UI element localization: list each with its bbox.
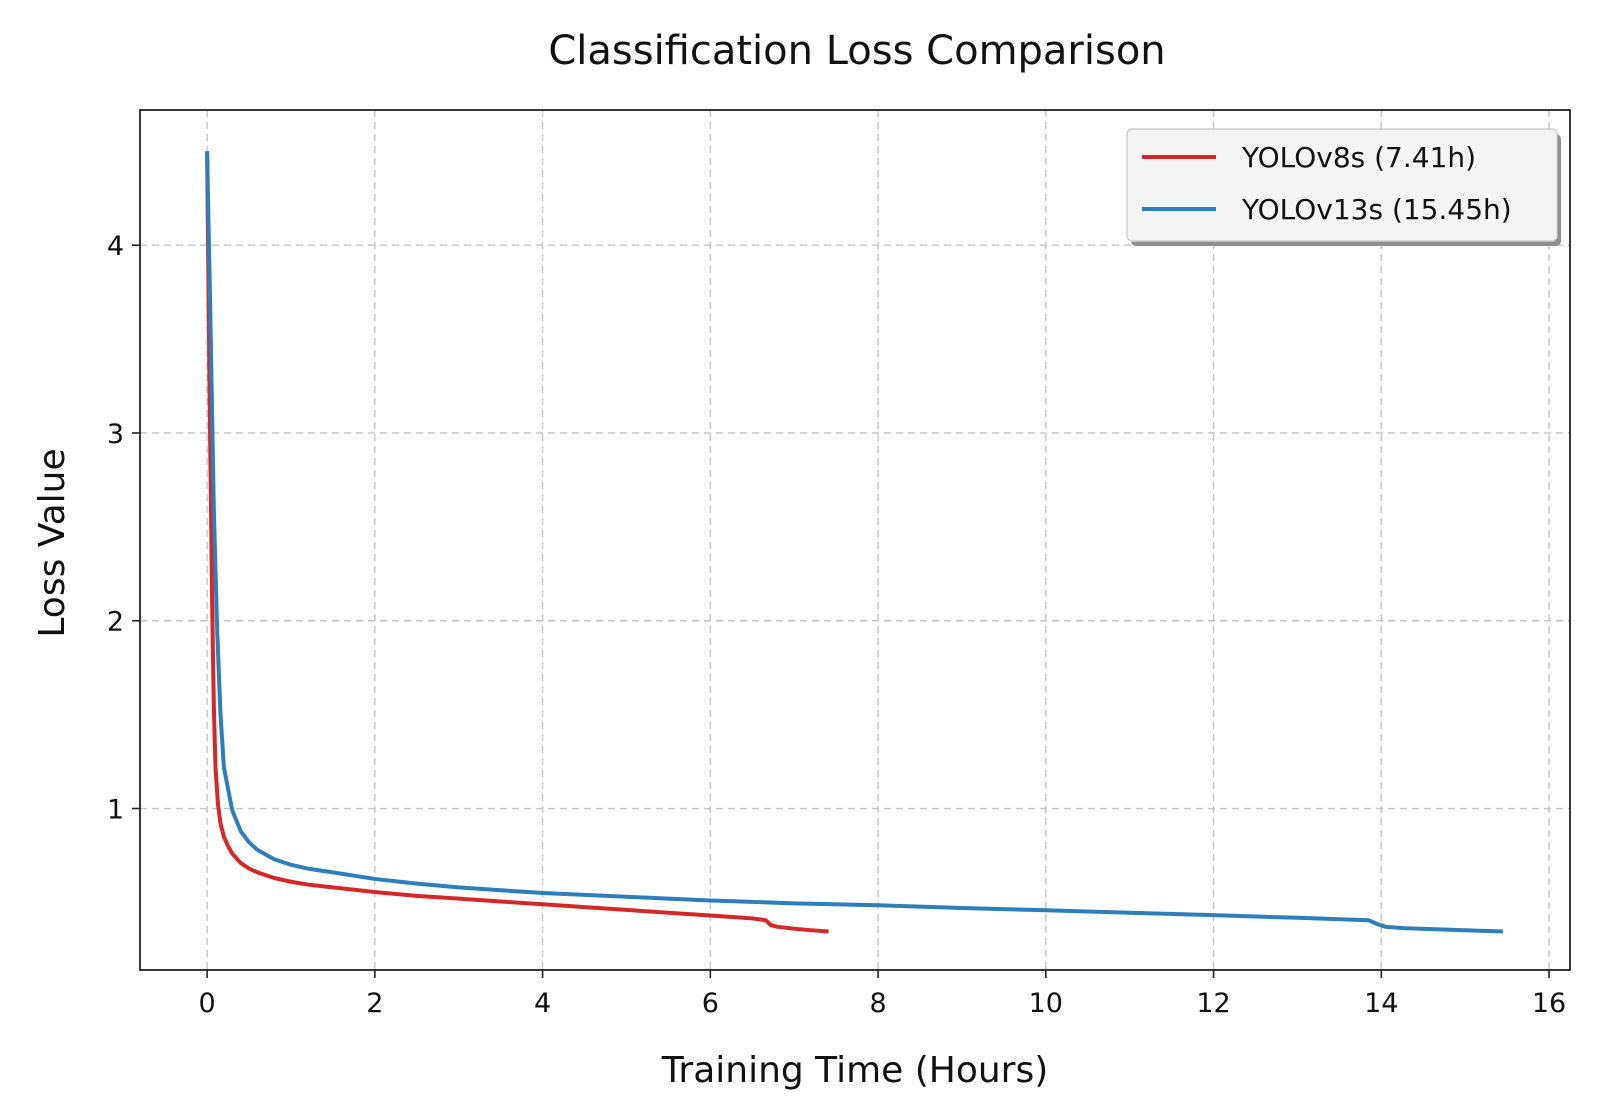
plot-frame <box>139 109 1571 971</box>
x-tick-label: 16 <box>1532 988 1566 1019</box>
x-tick-label: 2 <box>366 988 383 1019</box>
x-tick-label: 8 <box>869 988 886 1019</box>
x-tick-label: 4 <box>534 988 551 1019</box>
x-tick-label: 14 <box>1364 988 1398 1019</box>
x-tick-label: 12 <box>1196 988 1230 1019</box>
legend-label-yolov8s: YOLOv8s (7.41h) <box>1241 141 1476 174</box>
series-lines <box>205 151 1503 934</box>
y-axis-label: Loss Value <box>32 448 73 637</box>
series-line-yolov8s <box>205 151 829 934</box>
legend-label-yolov13s: YOLOv13s (15.45h) <box>1241 193 1512 226</box>
x-tick-label: 0 <box>199 988 216 1019</box>
x-axis-label: Training Time (Hours) <box>661 1050 1049 1091</box>
chart-title: Classification Loss Comparison <box>548 28 1165 74</box>
legend: YOLOv8s (7.41h) YOLOv13s (15.45h) <box>1126 128 1561 246</box>
y-tick-label: 2 <box>107 607 124 638</box>
series-line-yolov13s <box>205 151 1503 934</box>
x-tick-label: 10 <box>1029 988 1063 1019</box>
y-tick-label: 4 <box>107 231 124 262</box>
y-tick-label: 3 <box>107 419 124 450</box>
legend-box <box>1126 128 1558 242</box>
y-tick-label: 1 <box>107 795 124 826</box>
x-tick-label: 6 <box>702 988 719 1019</box>
